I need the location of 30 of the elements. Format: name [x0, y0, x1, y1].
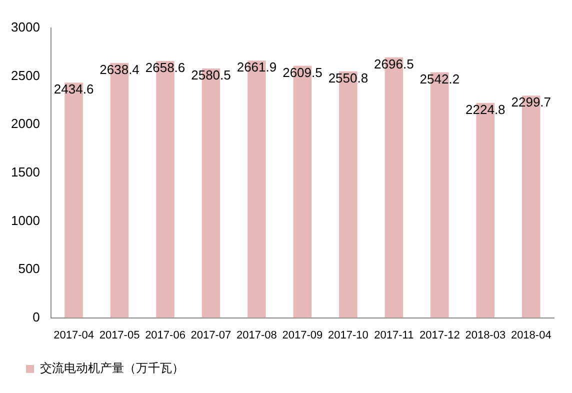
y-tick-label: 2500	[11, 68, 40, 83]
data-label: 2638.4	[100, 62, 140, 78]
data-label: 2434.6	[54, 82, 94, 97]
y-tick-label: 3000	[11, 20, 40, 35]
data-label: 2550.8	[328, 70, 368, 86]
data-label: 2580.5	[191, 68, 231, 83]
data-label: 2299.7	[511, 94, 552, 110]
data-label: 2609.5	[282, 64, 322, 80]
y-tick-label: 500	[18, 261, 40, 276]
data-label: 2661.9	[236, 60, 277, 75]
x-tick-label: 2017-12	[419, 329, 460, 342]
x-tick-label: 2018-04	[510, 329, 552, 342]
x-tick-label: 2017-08	[236, 329, 277, 342]
y-tick-label: 1000	[11, 212, 40, 228]
data-label: 2696.5	[374, 56, 414, 72]
x-tick-label: 2017-10	[328, 329, 368, 342]
legend-label: 交流电动机产量（万千瓦）	[40, 361, 184, 376]
x-tick-label: 2017-06	[145, 329, 186, 342]
y-tick-label: 0	[32, 309, 40, 324]
x-tick-label: 2018-03	[465, 329, 506, 342]
x-tick-label: 2017-11	[374, 329, 414, 342]
y-tick-label: 1500	[11, 164, 40, 180]
x-tick-label: 2017-05	[99, 329, 140, 342]
y-tick-label: 2000	[11, 116, 40, 132]
x-tick-label: 2017-07	[190, 329, 232, 342]
data-label: 2658.6	[145, 60, 186, 76]
x-tick-label: 2017-09	[282, 329, 323, 342]
data-label: 2224.8	[466, 102, 506, 117]
x-tick-label: 2017-04	[54, 329, 94, 342]
data-label: 2542.2	[420, 71, 460, 86]
